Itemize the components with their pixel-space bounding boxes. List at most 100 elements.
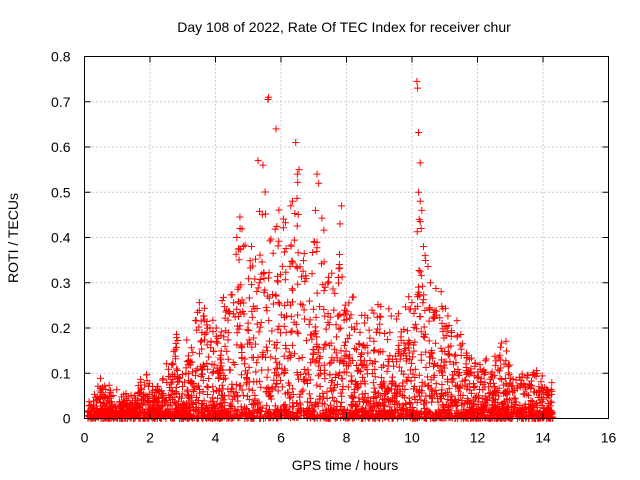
data-point [339,409,347,417]
data-point [444,327,452,335]
data-point [298,273,306,281]
data-point [218,391,226,399]
data-point [421,333,429,341]
data-point [245,275,253,283]
data-point [218,297,226,305]
data-point [236,322,244,330]
data-point [531,401,539,409]
data-point [282,268,290,276]
data-point [379,396,387,404]
data-point [416,197,424,205]
x-axis-label: GPS time / hours [292,457,399,473]
data-point [171,373,179,381]
data-point [318,399,326,407]
data-point [418,378,426,386]
data-point [330,356,338,364]
data-point [302,337,310,345]
data-point [481,368,489,376]
data-point [374,301,382,309]
data-point [248,313,256,321]
data-point [359,342,367,350]
data-point [533,370,541,378]
data-point [424,382,432,390]
data-point [275,322,283,330]
data-point [341,301,349,309]
data-point [287,242,295,250]
data-point [282,245,290,253]
data-point [534,393,542,401]
data-point [454,370,462,378]
data-point [457,330,465,338]
data-point [290,318,298,326]
data-point [255,279,263,287]
data-point [498,414,506,422]
data-point [388,397,396,405]
data-point [234,313,242,321]
data-point [290,412,298,420]
data-point [417,272,425,280]
data-point [172,388,180,396]
data-point [361,390,369,398]
data-point [384,355,392,363]
data-point [314,402,322,410]
data-point [245,294,253,302]
data-point [448,378,456,386]
data-point [197,338,205,346]
data-point [259,161,267,169]
data-point [94,382,102,390]
data-point [440,407,448,415]
data-point [386,328,394,336]
data-point [370,347,378,355]
data-point [150,414,158,422]
data-point [324,279,332,287]
data-point [436,409,444,417]
data-point [319,389,327,397]
data-point [517,380,525,388]
data-point [306,376,314,384]
data-point [471,359,479,367]
data-point [200,304,208,312]
data-point [284,298,292,306]
data-point [218,381,226,389]
data-point [271,411,279,419]
data-point [203,341,211,349]
data-point [237,371,245,379]
data-point [238,386,246,394]
data-point [529,370,537,378]
data-point [416,268,424,276]
data-point [503,406,511,414]
data-point [293,170,301,178]
data-point [187,396,195,404]
data-point [353,381,361,389]
data-point [98,383,106,391]
data-point [275,360,283,368]
data-point [288,197,296,205]
data-point [305,371,313,379]
data-point [256,406,264,414]
data-point [306,399,314,407]
data-point [412,320,420,328]
data-point [243,378,251,386]
data-point [320,287,328,295]
data-point [371,373,379,381]
data-point [482,399,490,407]
data-point [443,388,451,396]
data-point [315,179,323,187]
data-point [328,269,336,277]
data-point [203,382,211,390]
data-point [340,342,348,350]
data-point [237,382,245,390]
data-point [454,396,462,404]
data-point [381,329,389,337]
data-point [143,371,151,379]
data-point [226,408,234,416]
data-point [326,313,334,321]
data-point [502,357,510,365]
data-point [300,365,308,373]
data-point [312,313,320,321]
data-point [481,392,489,400]
data-point [253,378,261,386]
data-point [268,327,276,335]
data-point [417,224,425,232]
data-point [220,371,228,379]
